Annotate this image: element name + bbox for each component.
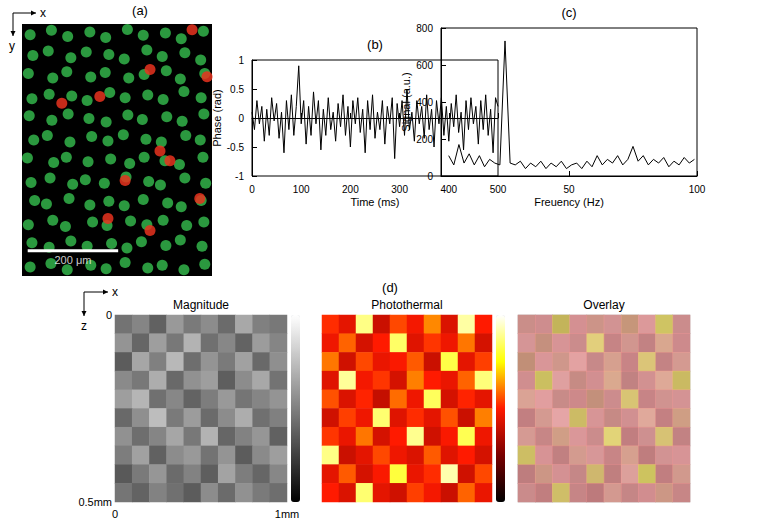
svg-text:0: 0 [238,113,244,124]
svg-text:1mm: 1mm [275,508,299,520]
svg-text:50: 50 [563,184,575,195]
svg-text:Phase (rad): Phase (rad) [211,89,223,146]
svg-text:0: 0 [106,309,112,321]
svg-text:z: z [81,319,87,333]
svg-text:0: 0 [427,171,433,182]
svg-text:200: 200 [416,133,433,145]
svg-text:(d): (d) [382,280,398,295]
svg-text:0.5: 0.5 [230,84,244,95]
svg-text:800: 800 [416,23,433,34]
svg-text:600: 600 [416,60,433,71]
svg-text:Overlay: Overlay [583,298,624,312]
svg-text:200 μm: 200 μm [54,254,91,266]
svg-text:200: 200 [342,184,359,195]
svg-text:Magnitude: Magnitude [173,298,229,312]
svg-text:400: 400 [440,184,457,195]
svg-text:x: x [40,6,46,20]
svg-text:1: 1 [238,55,244,66]
svg-text:Freuency (Hz): Freuency (Hz) [534,196,604,208]
svg-text:0: 0 [249,184,255,195]
svg-text:0.5mm: 0.5mm [78,496,112,508]
svg-text:-0.5: -0.5 [227,142,245,153]
svg-text:(a): (a) [132,3,148,18]
svg-text:Photothermal: Photothermal [371,298,442,312]
svg-text:100: 100 [689,184,706,195]
svg-text:0: 0 [112,508,118,520]
svg-text:100: 100 [293,184,310,195]
svg-text:y: y [9,39,15,53]
svg-text:x: x [112,285,118,299]
svg-text:(c): (c) [561,5,576,20]
svg-text:(b): (b) [367,37,383,52]
svg-text:Signal (a.u.): Signal (a.u.) [399,72,412,132]
svg-text:400: 400 [416,97,433,108]
svg-text:-1: -1 [235,171,244,182]
svg-text:300: 300 [391,184,408,195]
svg-text:Time (ms): Time (ms) [350,196,399,208]
svg-text:500: 500 [490,184,507,195]
